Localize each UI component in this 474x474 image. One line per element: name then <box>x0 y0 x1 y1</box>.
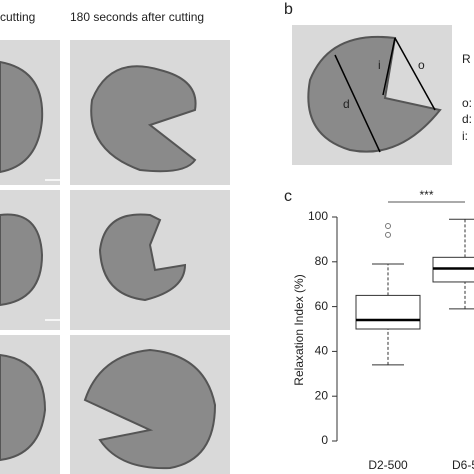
x-tick-label: D6-5 <box>452 458 474 472</box>
outlier <box>385 231 391 238</box>
y-tick-label: 80 <box>315 254 329 268</box>
side-item: o: <box>462 96 472 110</box>
y-axis-label: Relaxation Index (%) <box>292 274 306 385</box>
outlier <box>385 222 391 229</box>
y-tick-label: 60 <box>315 299 329 313</box>
y-tick-label: 100 <box>308 209 328 223</box>
y-tick-label: 20 <box>315 388 329 402</box>
panel-label: c <box>284 188 292 205</box>
panel-label: b <box>284 1 293 18</box>
column-header: 180 seconds after cutting <box>70 10 204 24</box>
y-tick-label: 0 <box>321 433 328 447</box>
image-label: d <box>343 97 350 111</box>
micrograph-b <box>292 25 452 165</box>
side-item: d: <box>462 112 472 126</box>
image-label: o <box>418 58 425 72</box>
y-tick-label: 40 <box>315 344 329 358</box>
x-tick-label: D2-500 <box>368 458 408 472</box>
side-item: i: <box>462 129 468 143</box>
column-header: cutting <box>0 10 35 24</box>
significance-label: *** <box>419 188 433 202</box>
micrographs <box>0 40 230 474</box>
box <box>355 294 421 330</box>
image-label: i <box>378 58 381 72</box>
side-title: R <box>462 52 471 66</box>
